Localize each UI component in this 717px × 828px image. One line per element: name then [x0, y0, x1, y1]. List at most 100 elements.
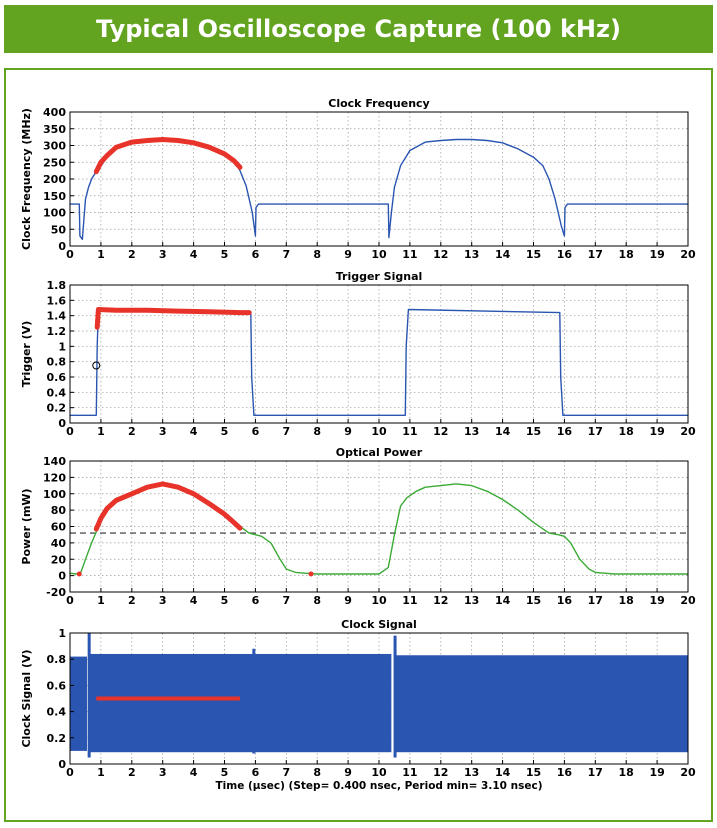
- y-tick-label: 0.8: [47, 356, 67, 369]
- x-tick-label: 6: [252, 594, 260, 607]
- y-tick-label: 0: [58, 570, 66, 583]
- y-tick-label: 0: [58, 240, 66, 253]
- x-tick-label: 4: [190, 594, 198, 607]
- x-tick-label: 6: [252, 766, 260, 779]
- y-tick-label: 1.8: [47, 279, 67, 292]
- page-title-banner: Typical Oscilloscope Capture (100 kHz): [4, 5, 713, 53]
- x-tick-label: 5: [221, 766, 229, 779]
- x-tick-label: 9: [344, 425, 352, 438]
- data-point: [76, 571, 82, 577]
- x-tick-label: 20: [680, 766, 696, 779]
- x-tick-label: 6: [252, 425, 260, 438]
- x-tick-label: 19: [649, 425, 664, 438]
- y-tick-label: 1.6: [47, 294, 67, 307]
- x-tick-label: 16: [557, 425, 573, 438]
- x-tick-label: 5: [221, 248, 229, 261]
- x-tick-label: 1: [97, 425, 105, 438]
- y-tick-label: 0.8: [47, 653, 67, 666]
- x-tick-label: 2: [128, 766, 136, 779]
- x-tick-label: 14: [495, 766, 511, 779]
- x-tick-label: 11: [402, 425, 417, 438]
- x-tick-label: 8: [313, 594, 321, 607]
- y-tick-label: 200: [43, 173, 66, 186]
- x-tick-label: 18: [619, 766, 634, 779]
- x-tick-label: 11: [402, 594, 417, 607]
- x-tick-label: 12: [433, 425, 448, 438]
- x-tick-label: 10: [371, 248, 387, 261]
- x-tick-label: 13: [464, 425, 479, 438]
- x-tick-label: 7: [282, 594, 290, 607]
- x-tick-label: 3: [159, 766, 167, 779]
- x-tick-label: 9: [344, 594, 352, 607]
- y-tick-label: 0.6: [47, 679, 67, 692]
- x-tick-label: 17: [588, 594, 603, 607]
- y-tick-label: 1.4: [47, 310, 67, 323]
- y-tick-label: 80: [51, 504, 67, 517]
- chart-frame: Clock Frequency 0 1 2 3 4 5 6 7 8 9 10 11 12 13 14 15 16 1…: [4, 68, 713, 822]
- x-tick-label: 3: [159, 248, 167, 261]
- x-tick-label: 0: [66, 766, 74, 779]
- x-tick-label: 18: [619, 594, 634, 607]
- x-tick-label: 13: [464, 594, 479, 607]
- x-tick-label: 1: [97, 766, 105, 779]
- x-tick-label: 15: [526, 766, 541, 779]
- x-tick-label: 18: [619, 248, 634, 261]
- series-line-red: [93, 137, 243, 175]
- x-tick-label: 10: [371, 766, 387, 779]
- x-tick-label: 5: [221, 594, 229, 607]
- x-tick-label: 8: [313, 766, 321, 779]
- x-tick-label: 20: [680, 425, 696, 438]
- x-tick-label: 20: [680, 248, 696, 261]
- y-tick-label: 1.2: [47, 325, 67, 338]
- x-tick-label: 4: [190, 248, 198, 261]
- x-tick-label: 14: [495, 425, 511, 438]
- y-axis-label: Clock Frequency (MHz): [20, 108, 33, 250]
- clock-signal-band: [70, 656, 87, 751]
- x-tick-label: 19: [649, 248, 664, 261]
- y-tick-label: 0: [58, 417, 66, 430]
- x-tick-label: 1: [97, 594, 105, 607]
- y-axis-label: Power (mW): [20, 488, 33, 564]
- x-tick-label: 19: [649, 594, 664, 607]
- x-tick-label: 6: [252, 248, 260, 261]
- x-tick-label: 12: [433, 594, 448, 607]
- x-tick-label: 15: [526, 248, 541, 261]
- x-tick-label: 8: [313, 425, 321, 438]
- x-tick-label: 19: [649, 766, 664, 779]
- x-tick-label: 7: [282, 425, 290, 438]
- trigger-marker: [92, 361, 101, 370]
- x-tick-label: 0: [66, 425, 74, 438]
- x-tick-label: 2: [128, 594, 136, 607]
- clock-signal-band: [394, 655, 688, 753]
- y-tick-label: 250: [43, 156, 66, 169]
- x-tick-label: 15: [526, 594, 541, 607]
- clock-signal-band: [88, 653, 392, 753]
- y-tick-label: 300: [43, 140, 66, 153]
- chart-title: Clock Frequency: [328, 97, 429, 110]
- y-tick-label: 0.6: [47, 371, 67, 384]
- x-tick-label: 5: [221, 425, 229, 438]
- x-tick-label: 17: [588, 248, 603, 261]
- y-tick-label: 20: [51, 553, 67, 566]
- y-tick-label: 140: [43, 455, 66, 468]
- series-line-blue: [69, 308, 689, 416]
- x-axis-label: Time (µsec) (Step= 0.400 nsec, Period mi…: [216, 780, 543, 792]
- series-line-red: [93, 481, 243, 532]
- x-tick-label: 9: [344, 248, 352, 261]
- y-tick-label: 0.2: [47, 732, 67, 745]
- x-tick-label: 3: [159, 594, 167, 607]
- x-tick-label: 4: [190, 425, 198, 438]
- y-tick-label: 100: [43, 207, 66, 220]
- x-tick-label: 1: [97, 248, 105, 261]
- chart-title: Optical Power: [336, 446, 423, 459]
- x-tick-label: 10: [371, 425, 387, 438]
- x-tick-label: 2: [128, 425, 136, 438]
- series-line-blue: [69, 138, 689, 241]
- y-tick-label: 60: [51, 521, 67, 534]
- x-tick-label: 17: [588, 766, 603, 779]
- x-tick-label: 16: [557, 594, 573, 607]
- y-axis-label: Clock Signal (V): [20, 649, 33, 747]
- x-tick-label: 0: [66, 594, 74, 607]
- x-tick-label: 17: [588, 425, 603, 438]
